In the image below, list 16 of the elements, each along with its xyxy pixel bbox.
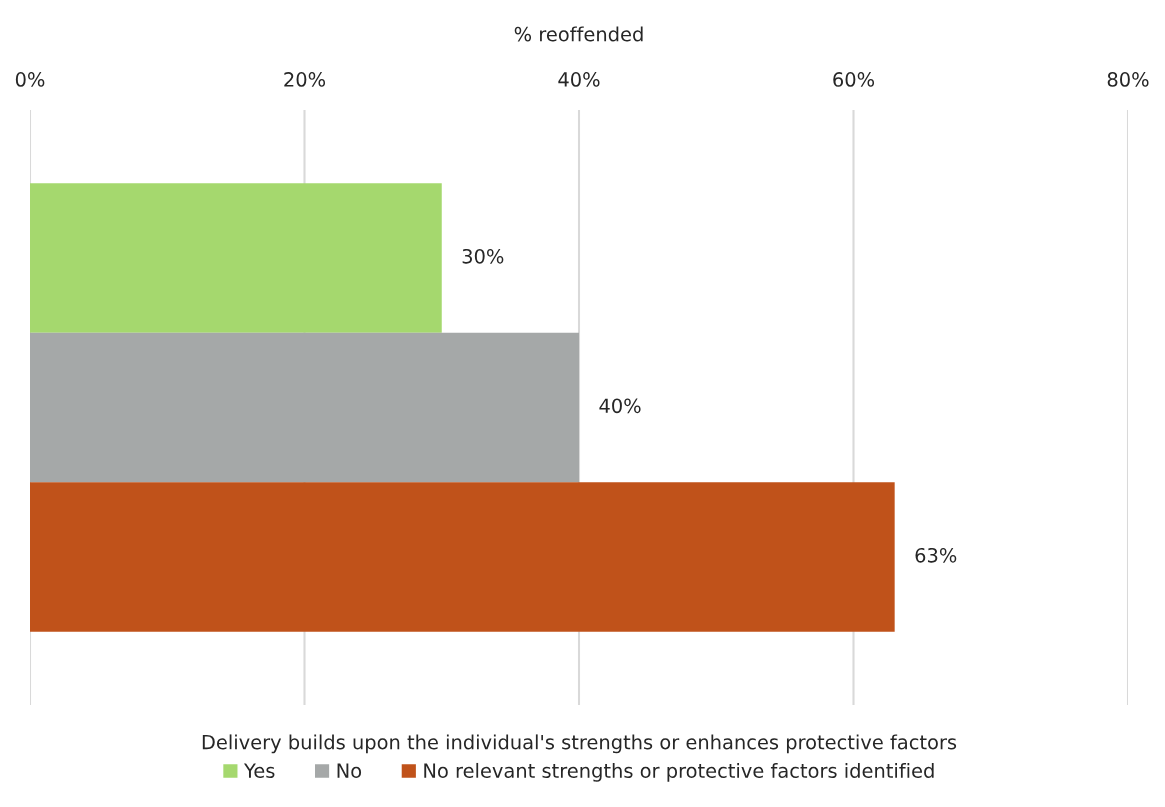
legend-label: No: [337, 763, 362, 778]
bar: [30, 332, 579, 483]
x-tick-label: 60%: [833, 72, 875, 87]
x-tick-label: 0%: [15, 72, 45, 87]
text: 40%: [599, 398, 641, 414]
legend-title: Delivery builds upon the individual's strengths or enhances protective factors: [202, 734, 957, 754]
x-tick-label: 80%: [1107, 72, 1149, 87]
legend-label: No relevant strengths or protective factors identified: [424, 762, 934, 782]
text: 30%: [462, 248, 504, 264]
x-tick-label: 20%: [284, 72, 326, 87]
x-axis-title: % reoffended: [514, 26, 643, 42]
bar: [30, 482, 895, 632]
bar: [30, 183, 442, 333]
x-tick-label: 40%: [558, 72, 600, 87]
legend-label: Yes: [243, 763, 275, 778]
text: 63%: [915, 547, 957, 563]
